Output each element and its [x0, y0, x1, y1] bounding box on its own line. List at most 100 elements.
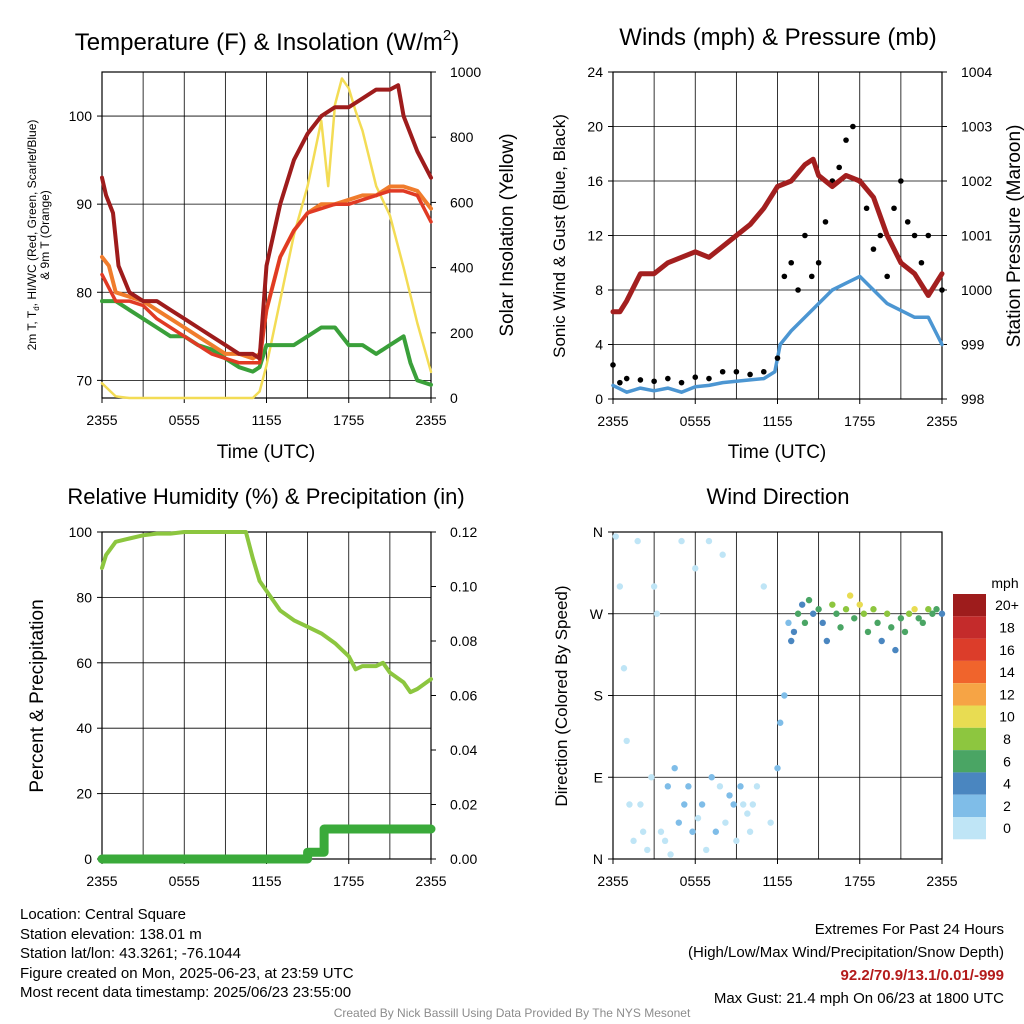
temp-2m-line — [100, 83, 433, 361]
svg-text:& 9m T (Orange): & 9m T (Orange) — [38, 190, 52, 280]
y-tick-label: 80 — [76, 284, 92, 300]
y-right-tick-label: 0.00 — [450, 851, 477, 867]
y-right-tick-label: 200 — [450, 325, 474, 341]
legend-swatch — [953, 705, 986, 728]
direction-point — [767, 819, 774, 826]
direction-point — [801, 619, 809, 627]
gust-point — [877, 232, 884, 239]
x-tick-label: 1155 — [251, 873, 281, 889]
direction-point — [737, 783, 744, 790]
direction-point — [933, 606, 940, 613]
direction-panel: Wind Direction Direction (Colored By Spe… — [552, 484, 1019, 889]
x-tick-label: 2355 — [597, 413, 628, 429]
y-tick-label: 80 — [76, 589, 92, 605]
gust-point — [815, 259, 822, 266]
gust-point — [884, 273, 890, 280]
gust-point — [891, 205, 897, 212]
y-right-tick-label: 0 — [450, 390, 458, 406]
y-right-tick-label: 999 — [961, 337, 985, 353]
legend-label: 6 — [1003, 753, 1011, 769]
temperature-y-label: 2m T, Td, HI/WC (Red, Green, Scarlet/Blu… — [25, 120, 52, 351]
legend-swatch — [953, 817, 986, 840]
direction-point — [794, 610, 802, 617]
legend-label: 16 — [999, 642, 1015, 658]
direction-point — [689, 828, 696, 835]
y-tick-label: 40 — [76, 720, 92, 736]
direction-point — [616, 583, 624, 590]
gust-point — [802, 232, 808, 239]
direction-point — [744, 810, 751, 817]
y-right-tick-label: 0.08 — [450, 633, 477, 649]
direction-point — [644, 846, 651, 854]
x-tick-label: 2355 — [415, 412, 446, 428]
y-tick-label: 60 — [76, 655, 92, 671]
station-info: Location: Central Square Station elevati… — [20, 905, 354, 1003]
gust-point — [795, 287, 801, 293]
gust-point — [918, 259, 925, 266]
winds-title: Winds (mph) & Pressure (mb) — [619, 24, 936, 51]
direction-point — [846, 592, 854, 599]
gust-point — [788, 259, 795, 266]
legend-swatch — [953, 638, 986, 661]
gust-point — [719, 368, 726, 375]
y-tick-label: 100 — [69, 108, 93, 124]
direction-point — [815, 606, 822, 613]
gust-point — [863, 205, 870, 212]
direction-point — [929, 610, 936, 617]
direction-point — [740, 801, 747, 808]
direction-point — [823, 637, 831, 645]
direction-point — [612, 533, 619, 540]
gust-point — [665, 375, 671, 382]
direction-point — [777, 719, 784, 726]
legend-label: 20+ — [995, 597, 1019, 613]
direction-point — [637, 801, 644, 808]
direction-point — [661, 837, 669, 845]
gust-point — [774, 355, 781, 361]
gust-point — [617, 379, 623, 386]
humidity-title: Relative Humidity (%) & Precipitation (i… — [67, 484, 464, 509]
gust-point — [623, 375, 630, 382]
y-right-tick-label: 800 — [450, 129, 474, 145]
direction-point — [819, 619, 826, 627]
y-right-tick-label: 1001 — [961, 228, 992, 244]
direction-point — [809, 610, 817, 617]
x-tick-label: 1155 — [762, 873, 792, 889]
gust-point — [911, 232, 918, 239]
x-tick-label: 1755 — [333, 873, 364, 889]
direction-point — [788, 637, 795, 645]
legend-swatch — [953, 660, 986, 684]
gust-point — [850, 123, 856, 130]
direction-point — [667, 851, 674, 858]
direction-point — [911, 606, 918, 613]
legend-label: 8 — [1003, 731, 1011, 747]
speed-legend-title: mph — [991, 575, 1018, 591]
gust-point — [939, 287, 945, 293]
direction-point — [781, 692, 788, 699]
recent-data-timestamp: Most recent data timestamp: 2025/06/23 2… — [20, 984, 352, 1001]
station-latlon: Station lat/lon: 43.3261; -76.1044 — [20, 945, 242, 962]
x-tick-label: 2355 — [926, 873, 957, 889]
gust-point — [836, 164, 842, 171]
gust-point — [925, 232, 932, 239]
direction-point — [753, 783, 761, 790]
legend-swatch — [953, 594, 986, 617]
extremes-legend: (High/Low/Max Wind/Precipitation/Snow De… — [688, 944, 1004, 961]
direction-point — [833, 610, 840, 617]
direction-point — [657, 828, 665, 835]
y-right-tick-label: 600 — [450, 194, 474, 210]
y-right-tick-label: 0.10 — [450, 579, 477, 595]
figure-created: Figure created on Mon, 2025-06-23, at 23… — [20, 964, 354, 982]
direction-point — [837, 624, 844, 631]
x-tick-label: 1155 — [762, 413, 792, 429]
direction-point — [634, 537, 641, 545]
station-elevation: Station elevation: 138.01 m — [20, 925, 202, 943]
y-tick-label: 8 — [595, 282, 603, 298]
y-right-tick-label: 1000 — [961, 282, 992, 298]
humidity-line — [100, 530, 433, 695]
y-tick-label: 100 — [69, 524, 93, 540]
credit-line: Created By Nick Bassill Using Data Provi… — [333, 1006, 691, 1020]
direction-point — [620, 665, 628, 672]
wind-axis-label: Sonic Wind & Gust (Blue, Black) — [550, 114, 569, 358]
direction-point — [692, 565, 699, 572]
